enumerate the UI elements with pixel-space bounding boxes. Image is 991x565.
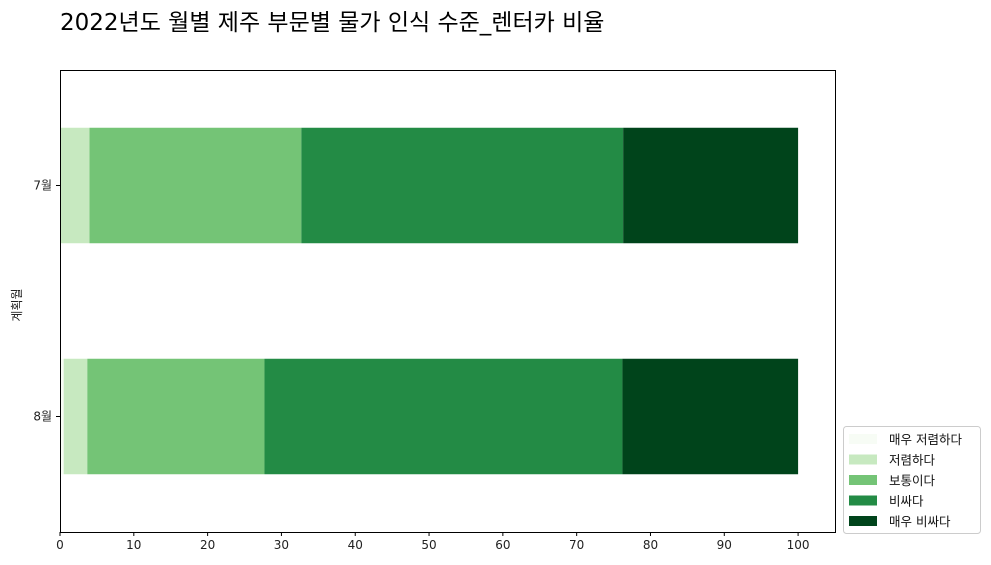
x-tick-label: 50: [421, 538, 436, 552]
bar-8월-series-0: [60, 358, 64, 475]
bars: [60, 127, 799, 475]
bar-7월-series-3: [301, 127, 624, 244]
bar-8월-series-4: [622, 358, 799, 475]
legend-swatch: [849, 454, 877, 465]
legend-label: 매우 저렴하다: [889, 432, 962, 447]
bar-8월-series-3: [264, 358, 623, 475]
legend-swatch: [849, 495, 877, 506]
plot-frame: [60, 70, 836, 533]
y-tick-label: 7월: [33, 179, 52, 193]
chart-title: 2022년도 월별 제주 부문별 물가 인식 수준_렌터카 비율: [60, 10, 604, 36]
x-tick-label: 90: [717, 538, 732, 552]
legend-swatch: [849, 475, 877, 485]
x-tick-label: 70: [569, 538, 584, 552]
legend-swatch: [849, 434, 877, 444]
y-axis: 7월 8월: [33, 179, 60, 424]
bar-8월-series-1: [63, 358, 88, 475]
x-tick-label: 60: [495, 538, 510, 552]
x-tick-label: 40: [348, 538, 363, 552]
y-axis-label: 계획월: [10, 288, 24, 321]
bar-7월-series-2: [89, 127, 302, 244]
legend-label: 비싸다: [889, 494, 924, 509]
x-tick-label: 80: [643, 538, 658, 552]
bar-7월-series-4: [623, 127, 799, 244]
x-tick-label: 100: [787, 538, 810, 552]
legend-box: [843, 426, 981, 534]
legend-label: 매우 비싸다: [889, 514, 951, 529]
legend-label: 저렴하다: [889, 453, 936, 468]
x-tick-label: 20: [200, 538, 215, 552]
bar-7월-series-1: [60, 127, 90, 244]
bar-8월-series-2: [87, 358, 265, 475]
x-axis: 0 10 20 30 40 50 60 70 80 90 100: [56, 532, 810, 552]
legend-label: 보통이다: [889, 473, 936, 488]
y-tick-label: 8월: [33, 410, 52, 424]
x-tick-label: 10: [126, 538, 141, 552]
x-tick-label: 0: [56, 538, 64, 552]
x-tick-label: 30: [274, 538, 289, 552]
legend-swatch: [849, 516, 877, 526]
